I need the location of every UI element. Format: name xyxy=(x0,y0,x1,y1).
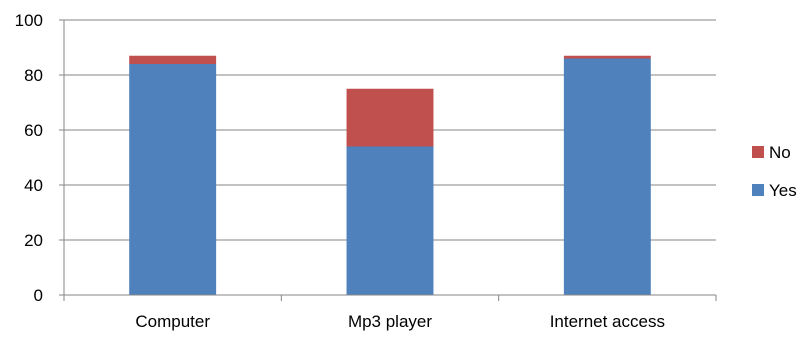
x-tick-label: Mp3 player xyxy=(348,312,432,331)
bars xyxy=(129,55,651,295)
legend-swatch-yes xyxy=(752,184,764,196)
y-axis-ticks: 0 20 40 60 80 100 xyxy=(15,11,64,305)
bar-no-mp3-player xyxy=(346,88,434,147)
bar-yes-computer xyxy=(129,64,217,295)
x-tick-label: Computer xyxy=(135,312,210,331)
bar-no-internet-access xyxy=(563,55,651,59)
y-tick-label: 60 xyxy=(24,121,43,140)
bar-yes-internet-access xyxy=(563,58,651,295)
legend-label-yes: Yes xyxy=(769,181,797,200)
bar-no-computer xyxy=(129,55,217,64)
axes xyxy=(63,20,716,296)
x-axis-ticks: Computer Mp3 player Internet access xyxy=(63,295,717,331)
legend: No Yes xyxy=(752,143,797,200)
legend-swatch-no xyxy=(752,146,764,158)
y-tick-label: 100 xyxy=(15,11,43,30)
y-tick-label: 20 xyxy=(24,231,43,250)
x-tick-label: Internet access xyxy=(550,312,665,331)
legend-label-no: No xyxy=(769,143,791,162)
y-tick-label: 0 xyxy=(34,286,43,305)
y-tick-label: 80 xyxy=(24,66,43,85)
bar-yes-mp3-player xyxy=(346,146,434,295)
y-tick-label: 40 xyxy=(24,176,43,195)
